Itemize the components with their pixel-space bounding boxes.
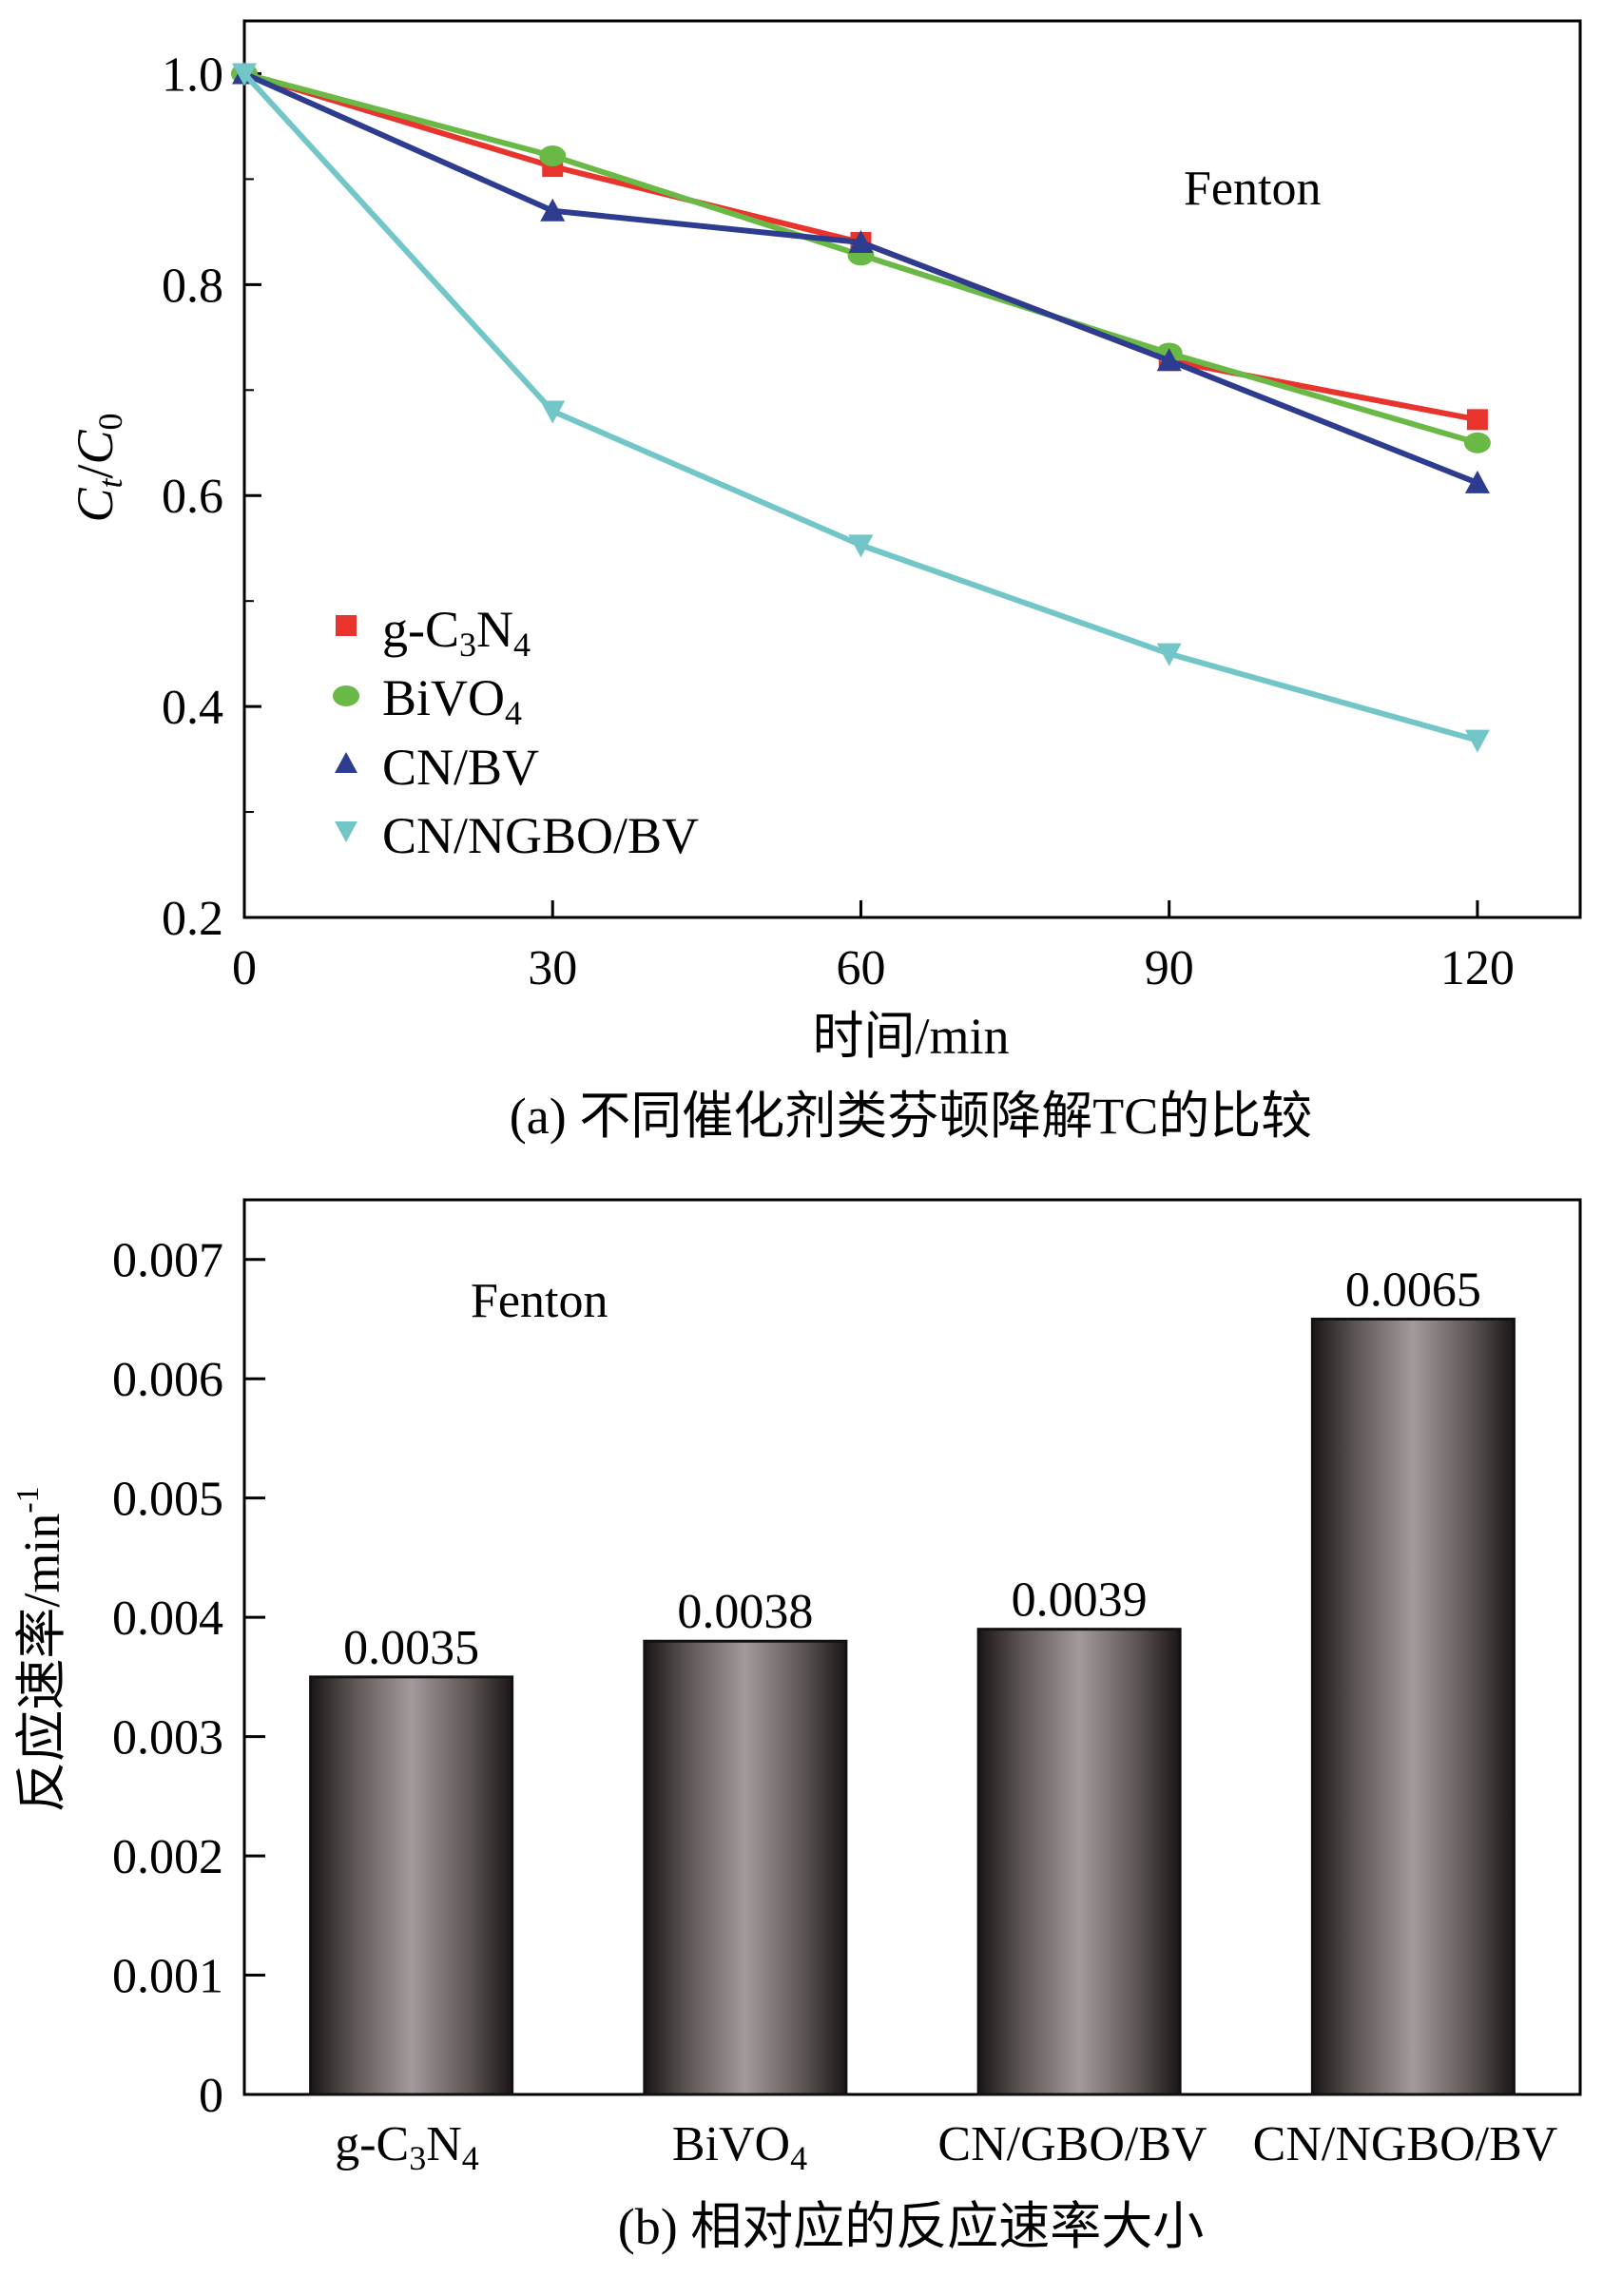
- data-point: [1156, 348, 1182, 372]
- data-point: [848, 229, 874, 253]
- x-tick-label: CN/GBO/BV: [937, 2117, 1207, 2171]
- bar-value-label: 0.0039: [1012, 1573, 1148, 1628]
- y-tick-label: 0: [199, 2069, 223, 2123]
- y-axis-title: 反应速率/min-1: [10, 1486, 70, 1812]
- legend-label: BiVO4: [382, 669, 522, 732]
- chart-annotation: Fenton: [1184, 162, 1321, 216]
- data-series: [231, 61, 1491, 753]
- legend-marker: [333, 685, 359, 706]
- panel-caption: (a) 不同催化剂类芬顿降解TC的比较: [510, 1088, 1312, 1145]
- bar-chart-panel: 0 0.001 0.002 0.003 0.004 0.005 0.006 0.007 0.0…: [10, 1198, 1582, 2255]
- bar-value-labels: 0.0035 0.0038 0.0039 0.0065: [343, 1263, 1481, 1674]
- legend-marker: [335, 752, 357, 773]
- tick-labels: 0 0.001 0.002 0.003 0.004 0.005 0.006 0.007: [112, 1234, 223, 2123]
- data-point: [1463, 432, 1491, 453]
- bar-value-label: 0.0038: [677, 1585, 813, 1639]
- series-bivo4: [231, 63, 1491, 453]
- legend-marker: [336, 615, 357, 636]
- x-tick-label: 0: [232, 941, 257, 995]
- bar: [1310, 1317, 1516, 2096]
- x-tick-label: g-C3N4: [335, 2117, 479, 2177]
- series-cn-bv: [232, 61, 1490, 493]
- y-tick-label: 0.007: [112, 1234, 223, 1288]
- bar: [309, 1675, 514, 2096]
- legend-label: CN/NGBO/BV: [382, 807, 699, 864]
- category-labels: g-C3N4 BiVO4 CN/GBO/BV CN/NGBO/BV: [335, 2117, 1557, 2177]
- legend-marker: [335, 821, 357, 842]
- line-chart-panel: 0 30 60 90 120 0.2 0.4 0.6 0.8 1.0 Fenton Ct/C0 时…: [67, 19, 1582, 1145]
- y-tick-label: 0.002: [112, 1830, 223, 1884]
- data-point: [232, 63, 257, 87]
- data-point: [1464, 729, 1490, 753]
- legend: g-C3N4 BiVO4 CN/BV CN/NGBO/BV: [333, 601, 699, 864]
- x-tick-label: 30: [528, 941, 577, 995]
- data-point: [539, 145, 567, 167]
- y-tick-label: 0.6: [162, 470, 223, 524]
- plot-frame: [242, 1198, 1582, 2096]
- bar-value-label: 0.0035: [343, 1621, 479, 1675]
- x-tick-label: 120: [1440, 941, 1515, 995]
- tick-labels: 0 30 60 90 120 0.2 0.4 0.6 0.8 1.0: [162, 48, 1515, 995]
- y-tick-label: 0.004: [112, 1592, 223, 1646]
- y-axis-title: Ct/C0: [67, 413, 129, 522]
- data-point: [1466, 409, 1488, 431]
- x-tick-label: 90: [1145, 941, 1194, 995]
- bar-value-label: 0.0065: [1345, 1263, 1481, 1317]
- bar: [976, 1628, 1182, 2096]
- y-tick-label: 0.2: [162, 892, 223, 946]
- x-tick-label: BiVO4: [672, 2117, 807, 2177]
- y-tick-label: 0.005: [112, 1473, 223, 1527]
- y-tick-label: 0.4: [162, 681, 223, 735]
- data-point: [540, 400, 566, 424]
- axis-ticks: [244, 1258, 265, 2096]
- bars: [309, 1317, 1516, 2096]
- y-tick-label: 1.0: [162, 48, 223, 102]
- legend-label: g-C3N4: [382, 601, 531, 664]
- data-point: [540, 198, 566, 222]
- x-tick-label: 60: [836, 941, 885, 995]
- y-tick-label: 0.001: [112, 1950, 223, 2004]
- series-cn-ngbo-bv: [232, 63, 1490, 753]
- legend-label: CN/BV: [382, 739, 539, 796]
- y-tick-label: 0.8: [162, 259, 223, 313]
- panel-caption: (b) 相对应的反应速率大小: [618, 2198, 1204, 2255]
- data-point: [1156, 643, 1182, 666]
- bar: [643, 1639, 848, 2096]
- x-axis-title: 时间/min: [812, 1008, 1009, 1065]
- x-tick-label: CN/NGBO/BV: [1253, 2117, 1558, 2171]
- y-tick-label: 0.003: [112, 1711, 223, 1765]
- chart-annotation: Fenton: [471, 1274, 608, 1328]
- y-tick-label: 0.006: [112, 1353, 223, 1407]
- axis-ticks: [242, 71, 1479, 919]
- data-point: [1464, 470, 1490, 493]
- plot-frame: [242, 19, 1582, 919]
- data-point: [848, 534, 874, 558]
